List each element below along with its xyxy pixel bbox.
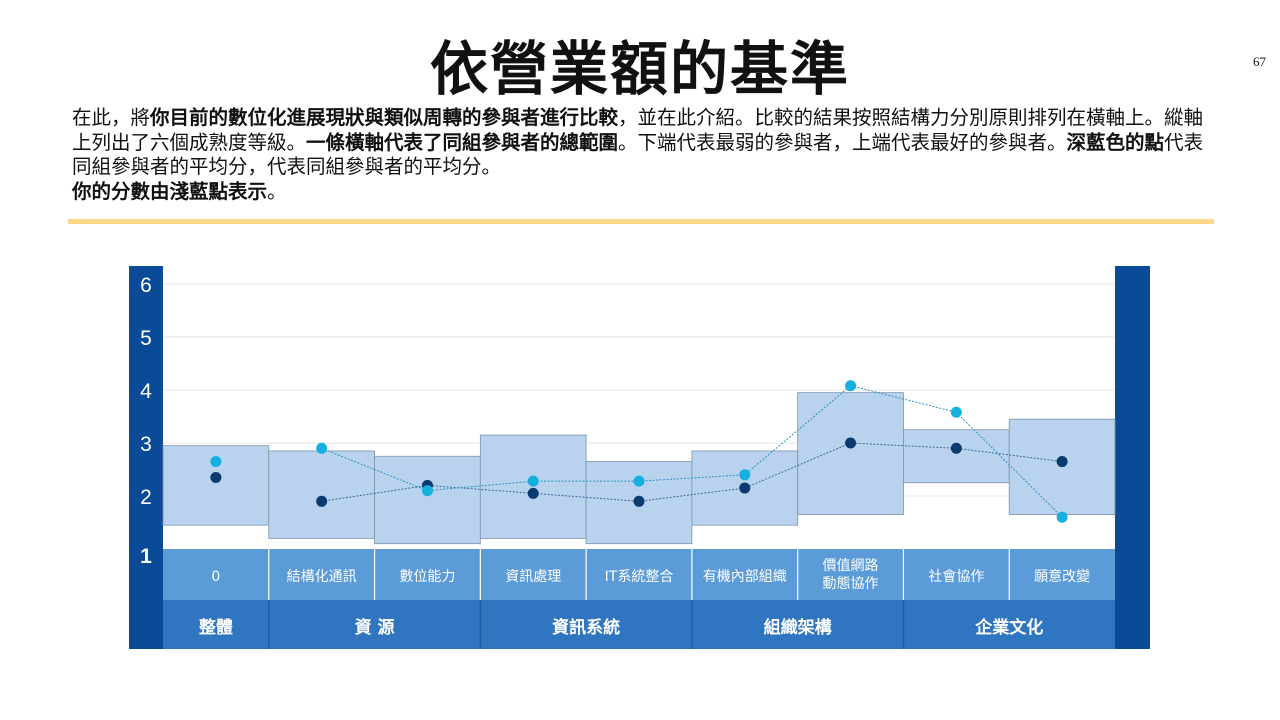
x-category-label: 資訊處理 [505, 569, 561, 585]
score-point [421, 485, 433, 497]
x-category-label: 價值網路動態協作 [823, 557, 879, 592]
range-box [903, 429, 1010, 484]
description-run: 代表同組參與者的平均分，代表同組參與者的平均分。 [72, 130, 1204, 179]
score-point [845, 380, 857, 392]
x-category-label-line: 數位能力 [399, 569, 455, 585]
score-point [1056, 511, 1068, 523]
range-box [797, 392, 904, 515]
range-box [268, 450, 375, 539]
description-run: 你目前的數位化進展現狀與類似周轉的參與者進行比較 [150, 106, 619, 129]
left-axis-bar [129, 266, 163, 649]
y-tick-label: 4 [140, 380, 152, 403]
description-run: 在此，將 [72, 106, 151, 129]
group-band [163, 600, 1115, 649]
group-label: 企業文化 [974, 617, 1043, 638]
group-label: 整體 [199, 617, 233, 638]
x-category-label-line: 結構化通訊 [287, 569, 357, 585]
description-run: 你的分數由淺藍點表示 [72, 179, 268, 203]
x-category-label: 結構化通訊 [287, 569, 357, 585]
title-underline [68, 219, 1214, 224]
score-point [739, 469, 751, 481]
y-tick-label: 6 [140, 274, 152, 297]
x-category-label: IT系統整合 [605, 569, 674, 585]
y-tick-label: 3 [140, 433, 152, 456]
page-number: 67 [1253, 54, 1266, 69]
score-point [633, 475, 645, 487]
range-box [374, 455, 481, 545]
average-point [210, 471, 222, 483]
x-category-label: 0 [211, 569, 220, 585]
x-category-label-line: 動態協作 [823, 576, 879, 592]
y-tick-label: 2 [140, 486, 152, 509]
x-category-label-line: 社會協作 [928, 569, 984, 585]
x-category-label: 數位能力 [399, 569, 455, 585]
group-label: 資 源 [355, 617, 395, 638]
score-point [527, 475, 539, 487]
x-category-label-line: 0 [211, 569, 220, 585]
average-point [633, 495, 645, 507]
group-label: 資訊系統 [552, 617, 620, 638]
description-run: ，並在此介紹。比較的結果按照結構力分別原則排列在橫軸上。縱軸上列出了六個成熟度等… [72, 106, 1204, 154]
x-category-label-line: 價值網路 [823, 557, 879, 574]
range-box [479, 434, 587, 539]
x-category-label: 社會協作 [928, 569, 984, 585]
y-tick-label: 5 [140, 327, 152, 350]
description-run: 。下端代表最弱的參與者，上端代表最好的參與者。 [618, 130, 1067, 154]
description-run: 深藍色的點 [1066, 130, 1165, 154]
description-paragraph: 在此，將你目前的數位化進展現狀與類似周轉的參與者進行比較，並在此介紹。比較的結果… [72, 106, 1212, 204]
score-point [210, 456, 222, 468]
category-band [163, 549, 1115, 600]
description-run: 。 [267, 179, 287, 203]
score-point [316, 442, 328, 454]
average-point [845, 437, 857, 449]
average-point [316, 495, 328, 507]
average-point [1056, 456, 1068, 468]
score-series-line [321, 385, 1063, 518]
x-category-label: 有機內部組織 [703, 569, 787, 585]
x-category-label-line: IT系統整合 [605, 569, 674, 585]
right-frame-bar [1115, 266, 1150, 649]
page-title: 依營業額的基準 [429, 35, 850, 103]
average-point [950, 442, 962, 454]
group-label: 組織架構 [764, 617, 832, 638]
x-category-label-line: 資訊處理 [505, 569, 561, 585]
x-category-label-line: 有機內部組織 [703, 569, 787, 585]
y-tick-label: 1 [140, 545, 152, 568]
average-point [739, 482, 751, 494]
description-run: 一條橫軸代表了同組參與者的總範圍 [306, 130, 619, 154]
x-category-label-line: 願意改變 [1034, 568, 1090, 585]
average-series-line [321, 442, 1063, 502]
score-point [950, 406, 962, 418]
x-category-label: 願意改變 [1034, 568, 1090, 585]
average-point [527, 487, 539, 499]
